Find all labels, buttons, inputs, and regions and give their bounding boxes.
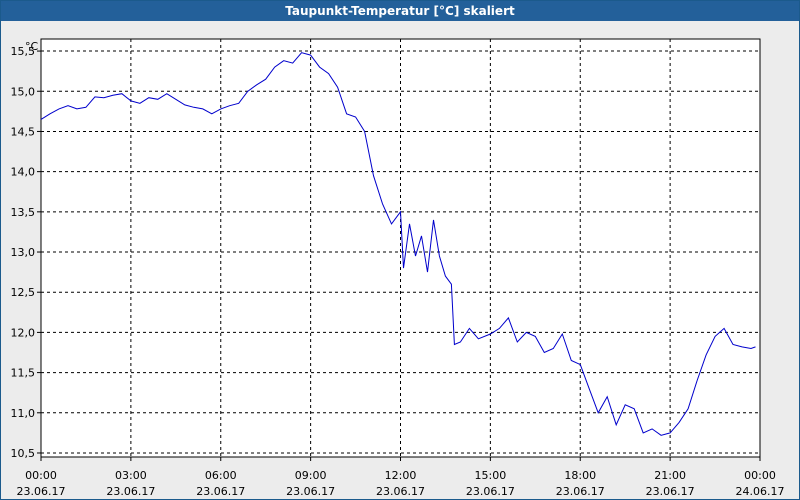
x-tick-time-label: 03:00 [115, 469, 147, 482]
x-tick-date-label: 23.06.17 [17, 485, 66, 498]
y-tick-label: 13,0 [11, 246, 36, 259]
y-tick-label: 12,5 [11, 286, 36, 299]
x-tick-date-label: 23.06.17 [376, 485, 425, 498]
y-axis-ticks: 10,5 11,0 11,5 12,0 12,5 13,0 13,5 14,0 14,5 15,0… [11, 45, 41, 460]
x-tick-time-label: 09:00 [295, 469, 327, 482]
x-tick-time-label: 18:00 [564, 469, 596, 482]
x-tick-date-label: 24.06.17 [736, 485, 785, 498]
y-tick-label: 15,0 [11, 85, 36, 98]
x-tick-date-label: 23.06.17 [646, 485, 695, 498]
x-tick-time-label: 00:00 [25, 469, 57, 482]
x-tick-date-label: 23.06.17 [466, 485, 515, 498]
grid-lines [40, 39, 761, 457]
y-axis-unit-label: °C [25, 40, 39, 53]
window-title: Taupunkt-Temperatur [°C] skaliert [1, 1, 799, 21]
x-tick-date-label: 23.06.17 [556, 485, 605, 498]
series-line [40, 52, 756, 436]
y-tick-label: 12,0 [11, 326, 36, 339]
x-tick-time-label: 21:00 [654, 469, 686, 482]
y-tick-label: 14,5 [11, 125, 36, 138]
y-tick-label: 10,5 [11, 447, 36, 460]
x-tick-date-label: 23.06.17 [106, 485, 155, 498]
y-tick-label: 11,5 [11, 367, 36, 380]
x-tick-time-label: 12:00 [385, 469, 417, 482]
x-tick-date-label: 23.06.17 [196, 485, 245, 498]
y-tick-label: 15,5 [11, 45, 36, 58]
x-tick-time-label: 00:00 [744, 469, 776, 482]
x-tick-date-label: 23.06.17 [286, 485, 335, 498]
x-tick-time-label: 15:00 [475, 469, 507, 482]
y-tick-label: 13,5 [11, 206, 36, 219]
y-tick-label: 11,0 [11, 407, 36, 420]
x-tick-time-label: 06:00 [205, 469, 237, 482]
y-tick-label: 14,0 [11, 166, 36, 179]
x-axis-ticks: 00:00 23.06.17 03:00 23.06.17 06:00 23.06.17 0… [17, 457, 785, 498]
